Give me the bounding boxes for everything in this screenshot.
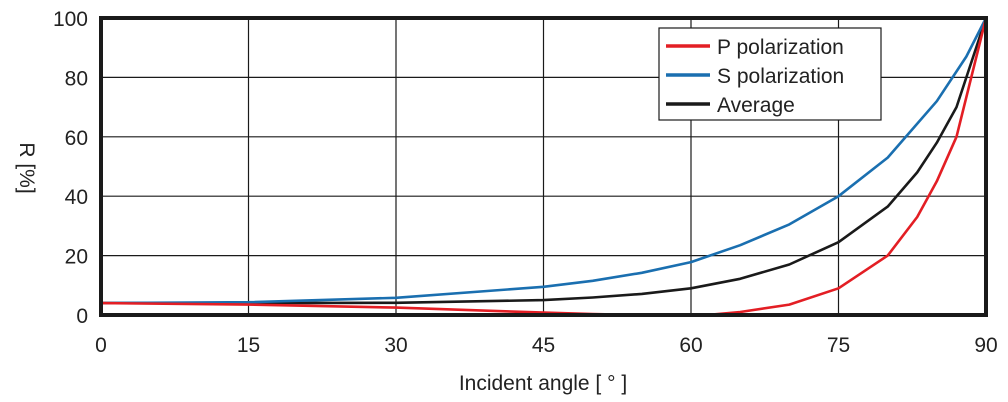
x-axis-label: Incident angle [ ° ] xyxy=(459,372,627,395)
y-axis-label: R [%] xyxy=(15,142,38,193)
legend-label: P polarization xyxy=(717,36,844,59)
series-line-s-polarization xyxy=(100,17,988,305)
legend-label: Average xyxy=(717,94,795,117)
x-tick-label: 90 xyxy=(974,334,997,357)
y-tick-label: 80 xyxy=(65,67,88,90)
x-tick-label: 15 xyxy=(237,334,260,357)
y-tick-label: 0 xyxy=(76,305,88,328)
plot-frame xyxy=(99,16,988,317)
x-tick-label: 60 xyxy=(679,334,702,357)
x-tick-label: 75 xyxy=(827,334,850,357)
x-tick-label: 30 xyxy=(384,334,407,357)
series-line-average xyxy=(101,17,988,305)
x-tick-label: 0 xyxy=(95,334,107,357)
y-tick-label: 100 xyxy=(53,8,88,31)
y-tick-label: 60 xyxy=(65,127,88,150)
y-tick-label: 40 xyxy=(65,186,88,209)
tick-labels: 0 15 30 45 60 75 90 0 20 40 60 80 100 xyxy=(53,8,998,357)
legend-label: S polarization xyxy=(717,65,844,88)
y-tick-label: 20 xyxy=(65,246,88,269)
x-tick-label: 45 xyxy=(532,334,555,357)
legend: P polarization S polarization Average xyxy=(658,27,882,121)
